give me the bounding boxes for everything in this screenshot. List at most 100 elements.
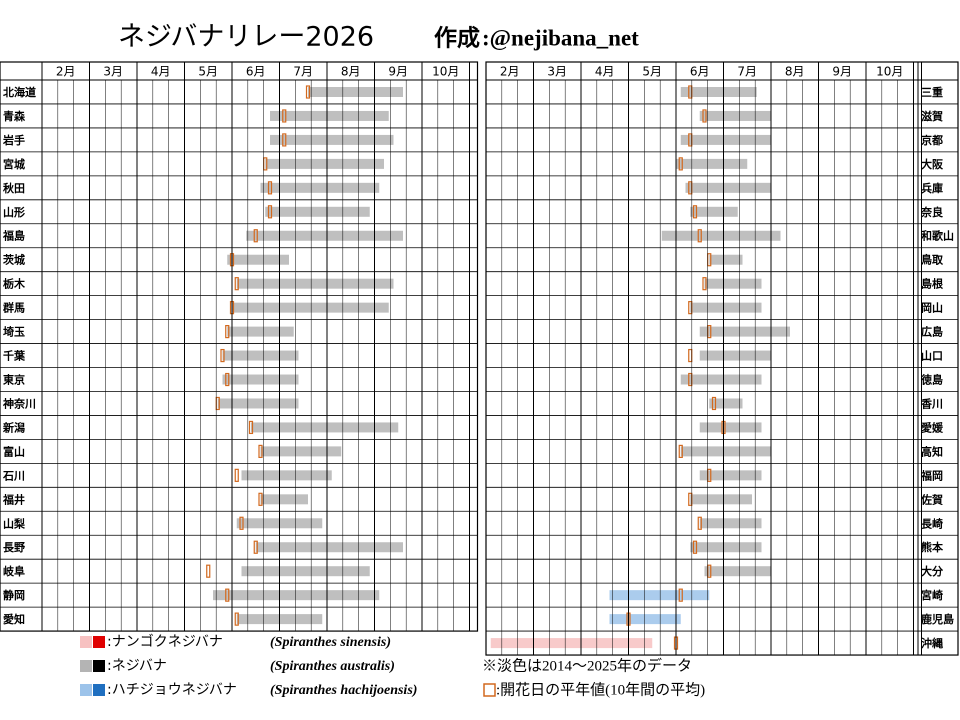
observed-span (709, 254, 743, 265)
prefecture-name: 三重 (921, 85, 943, 99)
legend-label: :ハチジョウネジバナ (107, 682, 237, 698)
observed-span (704, 566, 771, 577)
normal-date (305, 85, 311, 99)
month-label: 8月 (785, 65, 805, 79)
prefecture-name: 秋田 (3, 181, 25, 195)
legend-swatch (80, 660, 92, 672)
normal-date (678, 588, 683, 602)
month-label: 7月 (293, 65, 313, 79)
normal-date (234, 277, 239, 291)
prefecture-name: 福井 (2, 492, 25, 506)
month-label: 3月 (547, 65, 567, 79)
prefecture-name: 山口 (921, 350, 943, 363)
month-label: 6月 (246, 65, 266, 79)
normal-date (225, 372, 230, 387)
observed-span (213, 590, 380, 601)
observed-span (690, 494, 752, 505)
normal-date (697, 229, 702, 243)
observed-span (690, 542, 762, 553)
prefecture-name: 愛知 (3, 612, 25, 626)
prefecture-name: 新潟 (2, 420, 25, 434)
observed-span (699, 422, 762, 433)
prefecture-name: 滋賀 (921, 109, 943, 123)
normal-date (239, 516, 244, 530)
author-label: 作成 (434, 25, 480, 50)
observed-span (246, 230, 403, 241)
normal-date (220, 348, 225, 363)
observed-span (685, 182, 771, 193)
prefecture-name: 広島 (921, 325, 943, 339)
observed-span (265, 206, 370, 217)
normal-date (234, 612, 239, 626)
prefecture-name: 徳島 (920, 373, 943, 387)
legend-swatch (80, 684, 92, 696)
observed-span (609, 590, 710, 601)
normal-date (692, 205, 698, 219)
prefecture-name: 埼玉 (3, 325, 25, 339)
prefecture-name: 岩手 (2, 133, 25, 147)
observed-span (709, 398, 743, 409)
normal-date (258, 492, 263, 506)
observed-span (699, 470, 762, 481)
observed-span (222, 350, 299, 361)
month-label: 3月 (103, 65, 123, 79)
prefecture-name: 青森 (3, 109, 26, 123)
observed-span (609, 614, 681, 625)
normal-date (206, 564, 211, 578)
observed-span (251, 422, 399, 433)
observed-span (260, 182, 380, 193)
prefecture-name: 北海道 (3, 85, 36, 99)
observed-span (699, 110, 771, 121)
observed-span (680, 374, 762, 385)
observed-span (241, 470, 332, 481)
observed-span (270, 110, 389, 121)
observed-span (255, 542, 403, 553)
month-label: 10月 (432, 65, 459, 79)
prefecture-name: 宮崎 (921, 588, 943, 602)
prefecture-name: 愛媛 (921, 420, 944, 434)
normal-date (702, 277, 707, 291)
observed-span (690, 302, 762, 313)
prefecture-name: 奈良 (920, 205, 944, 219)
month-label: 10月 (876, 65, 903, 79)
prefecture-name: 群馬 (2, 301, 25, 315)
prefecture-name: 佐賀 (920, 492, 943, 506)
author: :@nejibana_net (482, 25, 639, 51)
normal-date (253, 540, 258, 554)
normal-date (697, 516, 702, 530)
normal-date (248, 420, 254, 435)
legend-latin: (Spiranthes sinensis) (270, 635, 391, 650)
observed-span (260, 446, 342, 457)
month-label: 5月 (198, 65, 218, 79)
title: ネジバナリレー2026 (118, 22, 374, 53)
observed-span (699, 326, 790, 337)
observed-span (699, 518, 762, 529)
prefecture-name: 神奈川 (2, 396, 36, 410)
prefecture-name: 岡山 (921, 302, 943, 315)
normal-date (253, 229, 258, 243)
prefecture-name: 山梨 (3, 516, 26, 530)
prefecture-name: 香川 (920, 396, 943, 410)
prefecture-name: 東京 (3, 373, 25, 387)
prefecture-name: 兵庫 (921, 181, 943, 195)
note: :開花日の平年値(10年間の平均) (496, 681, 705, 698)
prefecture-name: 大分 (921, 564, 944, 578)
normal-date (225, 325, 230, 339)
prefecture-name: 熊本 (921, 540, 944, 554)
observed-span (490, 638, 653, 649)
prefecture-name: 岐阜 (3, 564, 25, 578)
month-label: 7月 (737, 65, 757, 79)
prefecture-name: 富山 (3, 444, 25, 458)
observed-span (680, 87, 757, 97)
prefecture-name: 茨城 (3, 253, 25, 267)
observed-span (676, 158, 748, 169)
prefecture-name: 福岡 (920, 468, 943, 482)
observed-span (661, 230, 781, 241)
normal-date (225, 588, 230, 602)
observed-span (270, 134, 394, 145)
observed-span (232, 302, 389, 313)
normal-date (678, 157, 683, 171)
table-frame (485, 61, 959, 656)
table-frame (0, 61, 479, 632)
